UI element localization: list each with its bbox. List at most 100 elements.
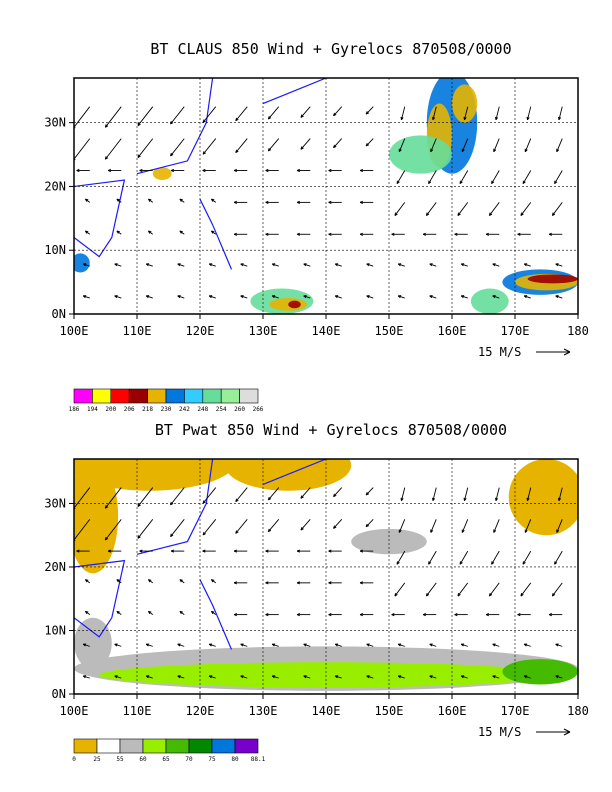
- wind-vector-head: [296, 549, 300, 553]
- wind-vector: [432, 487, 437, 501]
- wind-vector-head: [300, 527, 304, 531]
- wind-vector: [492, 263, 500, 267]
- colorbar-swatch: [239, 388, 259, 404]
- wind-vector-head: [114, 263, 118, 267]
- wind-vector-head: [240, 675, 244, 679]
- wind-vector: [365, 519, 374, 528]
- wind-vector-head: [328, 549, 332, 553]
- wind-vector: [83, 675, 90, 679]
- field-blob: [152, 167, 172, 181]
- wind-vector-head: [461, 148, 465, 153]
- wind-vector-head: [208, 643, 213, 647]
- wind-vector: [554, 550, 563, 565]
- field-blob: [502, 659, 578, 685]
- wind-vector: [429, 643, 437, 647]
- wind-vector-head: [493, 148, 497, 153]
- wind-vector: [303, 643, 311, 647]
- wind-vector: [366, 675, 374, 679]
- wind-vector-head: [145, 675, 150, 679]
- wind-vector-head: [523, 675, 528, 679]
- wind-vector-head: [170, 549, 174, 553]
- wind-vector: [398, 263, 405, 267]
- wind-vector: [556, 138, 563, 152]
- wind-vector: [365, 106, 374, 115]
- colorbar-label: 218: [142, 406, 153, 413]
- wind-vector-head: [459, 561, 463, 565]
- wind-vector: [551, 202, 563, 216]
- wind-vector-head: [84, 610, 89, 615]
- x-tick-label: 170E: [501, 704, 530, 718]
- wind-vector: [267, 519, 280, 533]
- wind-vector: [365, 487, 374, 496]
- colorbar-label: 60: [139, 756, 147, 763]
- wind-vector: [209, 675, 216, 679]
- wind-vector-head: [265, 581, 269, 585]
- wind-vector-head: [104, 156, 109, 160]
- wind-vector-head: [82, 643, 87, 647]
- wind-vector: [429, 263, 437, 267]
- wind-vector: [235, 519, 248, 534]
- wind-vector: [555, 263, 563, 267]
- wind-vector-head: [233, 200, 237, 204]
- wind-vector-head: [492, 295, 496, 299]
- wind-vector: [114, 263, 122, 267]
- panel-claus: 100E 110E 120E 130E 140E 150E 160E 170E 180 0N 10N…: [44, 77, 589, 413]
- wind-vector: [74, 106, 91, 129]
- wind-vector-head: [359, 581, 363, 585]
- wind-vector: [492, 295, 500, 299]
- wind-vector-head: [328, 200, 332, 204]
- wind-vector-head: [359, 613, 363, 617]
- wind-vector: [146, 675, 153, 679]
- wind-vector: [555, 675, 563, 679]
- wind-vector-head: [210, 230, 215, 234]
- field-blob: [452, 84, 478, 123]
- wind-vector: [461, 138, 469, 152]
- wind-vector-head: [233, 549, 237, 553]
- wind-vector: [267, 487, 280, 501]
- x-tick-label: 110E: [123, 324, 152, 338]
- wind-vector: [461, 643, 468, 647]
- wind-vector: [235, 487, 248, 502]
- wind-vector: [398, 295, 405, 299]
- wind-vector-head: [397, 643, 402, 647]
- field-shading: [74, 78, 578, 314]
- wind-vector-head: [391, 613, 395, 617]
- wind-vector: [209, 263, 216, 267]
- wind-vector-head: [459, 180, 463, 185]
- x-tick-label: 160E: [438, 704, 467, 718]
- wind-vector-head: [365, 492, 370, 496]
- x-tick-label: 130E: [249, 324, 278, 338]
- wind-vector: [492, 675, 500, 679]
- wind-vector: [74, 138, 91, 160]
- wind-vector-head: [267, 496, 272, 501]
- wind-vector: [104, 519, 122, 541]
- wind-vector-head: [523, 295, 528, 299]
- colorbar-label: 194: [87, 406, 98, 413]
- wind-vector-head: [233, 168, 237, 173]
- wind-vector: [488, 202, 500, 216]
- wind-vector-head: [488, 212, 493, 216]
- colorbar-label: 254: [216, 406, 227, 413]
- y-tick-label: 10N: [44, 243, 66, 257]
- wind-vector-head: [492, 643, 496, 647]
- colorbar-swatch: [128, 388, 148, 404]
- wind-vector: [300, 138, 311, 150]
- wind-vector: [272, 643, 279, 647]
- y-tick-label: 30N: [44, 116, 66, 130]
- colorbar-label: 206: [124, 406, 135, 413]
- wind-vector-head: [296, 168, 300, 173]
- wind-vector: [428, 170, 437, 184]
- wind-vector-head: [265, 549, 269, 553]
- wind-vector-head: [463, 497, 467, 502]
- wind-vector: [177, 675, 185, 679]
- wind-vector: [146, 643, 153, 647]
- wind-vector-head: [147, 198, 152, 202]
- wind-vector: [459, 170, 469, 184]
- wind-vector-head: [366, 675, 370, 679]
- wind-vector: [461, 295, 468, 299]
- wind-vector-head: [202, 168, 206, 173]
- wind-vector: [300, 487, 311, 499]
- wind-vector-head: [432, 116, 436, 121]
- wind-vector: [365, 138, 374, 147]
